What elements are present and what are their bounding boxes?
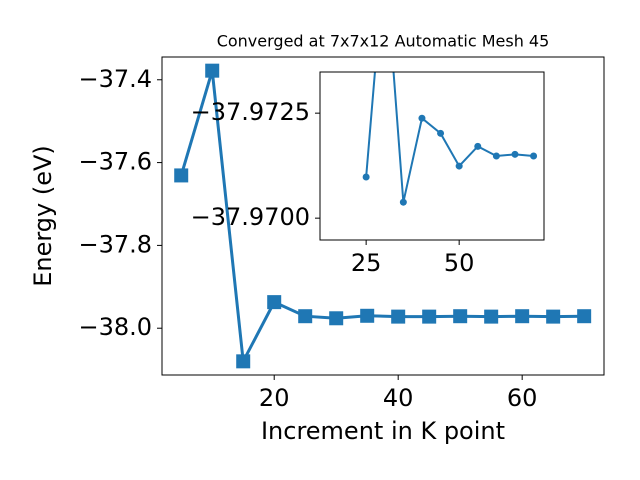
x-axis-label: Increment in K point [261, 417, 505, 445]
marker [236, 354, 251, 369]
marker [422, 309, 437, 324]
x-tick-label: 20 [259, 384, 290, 412]
marker [399, 198, 407, 206]
marker [577, 309, 592, 324]
x-tick-label: 50 [444, 249, 475, 277]
marker [474, 142, 482, 150]
y-tick-label: −37.9700 [191, 203, 310, 231]
marker [453, 309, 468, 324]
marker [174, 168, 189, 183]
marker [391, 309, 406, 324]
x-tick-label: 40 [383, 384, 414, 412]
marker [437, 129, 445, 137]
marker [515, 309, 530, 324]
axes-frame [319, 71, 545, 241]
line [365, 72, 534, 203]
marker [530, 152, 538, 160]
marker [511, 150, 519, 158]
marker [492, 152, 500, 160]
chart-title: Converged at 7x7x12 Automatic Mesh 45 [217, 32, 550, 51]
series [174, 63, 592, 369]
y-tick-label: −37.8 [78, 230, 152, 258]
marker [418, 114, 426, 122]
marker [267, 295, 282, 310]
y-tick-label: −37.6 [78, 148, 152, 176]
marker [362, 173, 370, 181]
series [362, 72, 538, 206]
y-axis-label: Energy (eV) [29, 145, 57, 287]
y-tick-label: −37.4 [78, 65, 152, 93]
x-tick-label: 60 [507, 384, 538, 412]
marker [205, 63, 220, 78]
x-tick-label: 25 [351, 249, 382, 277]
marker [298, 309, 313, 324]
inset-background [320, 72, 544, 240]
marker [360, 308, 375, 323]
marker [455, 162, 463, 170]
marker [329, 311, 344, 326]
axes-frame [161, 56, 605, 376]
y-tick-label: −38.0 [78, 313, 152, 341]
marker [484, 309, 499, 324]
marker [546, 309, 561, 324]
y-tick-label: −37.9725 [191, 98, 310, 126]
